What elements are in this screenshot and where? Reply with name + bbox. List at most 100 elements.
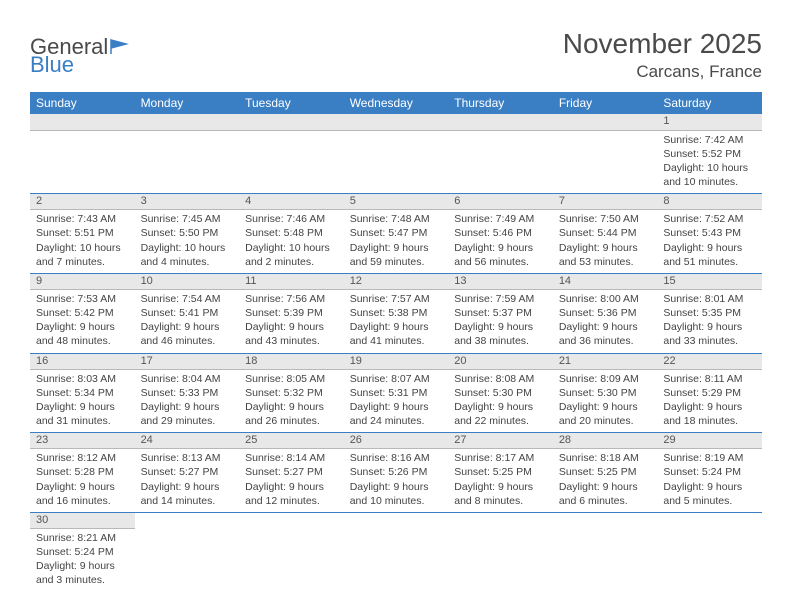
daylight-text-1: Daylight: 9 hours [559,480,652,494]
flag-icon [110,38,132,56]
day-number-cell [448,512,553,528]
day-number-cell [553,114,658,130]
day-content-cell: Sunrise: 8:17 AMSunset: 5:25 PMDaylight:… [448,449,553,513]
day-number-cell: 21 [553,353,658,369]
day-number-cell: 7 [553,194,658,210]
day-content-cell: Sunrise: 8:07 AMSunset: 5:31 PMDaylight:… [344,369,449,433]
sunset-text: Sunset: 5:29 PM [663,386,756,400]
day-number-cell [344,114,449,130]
sunrise-text: Sunrise: 8:01 AM [663,292,756,306]
sunset-text: Sunset: 5:34 PM [36,386,129,400]
day-number-cell: 17 [135,353,240,369]
day-number-cell: 10 [135,273,240,289]
day-content-cell: Sunrise: 8:00 AMSunset: 5:36 PMDaylight:… [553,289,658,353]
sunset-text: Sunset: 5:27 PM [245,465,338,479]
daylight-text-1: Daylight: 9 hours [141,480,234,494]
day-content-cell [239,130,344,194]
sunrise-text: Sunrise: 8:08 AM [454,372,547,386]
daylight-text-2: and 7 minutes. [36,255,129,269]
day-number-cell: 29 [657,433,762,449]
daylight-text-1: Daylight: 10 hours [245,241,338,255]
month-title: November 2025 [563,28,762,60]
daylight-text-1: Daylight: 9 hours [454,241,547,255]
day-number-cell: 2 [30,194,135,210]
day-content-cell: Sunrise: 8:04 AMSunset: 5:33 PMDaylight:… [135,369,240,433]
daylight-text-1: Daylight: 9 hours [559,241,652,255]
day-content-cell: Sunrise: 8:05 AMSunset: 5:32 PMDaylight:… [239,369,344,433]
daynum-row: 16171819202122 [30,353,762,369]
day-content-cell [135,130,240,194]
day-content-cell: Sunrise: 7:48 AMSunset: 5:47 PMDaylight:… [344,210,449,274]
sunset-text: Sunset: 5:30 PM [559,386,652,400]
sunset-text: Sunset: 5:48 PM [245,226,338,240]
day-number-cell [448,114,553,130]
day-content-cell: Sunrise: 8:19 AMSunset: 5:24 PMDaylight:… [657,449,762,513]
day-number-cell: 24 [135,433,240,449]
daylight-text-2: and 43 minutes. [245,334,338,348]
day-number-cell [344,512,449,528]
day-number-cell: 27 [448,433,553,449]
sunrise-text: Sunrise: 8:05 AM [245,372,338,386]
day-content-cell: Sunrise: 8:13 AMSunset: 5:27 PMDaylight:… [135,449,240,513]
daylight-text-1: Daylight: 9 hours [350,480,443,494]
day-number-cell: 1 [657,114,762,130]
daylight-text-2: and 2 minutes. [245,255,338,269]
daynum-row: 30 [30,512,762,528]
daylight-text-2: and 51 minutes. [663,255,756,269]
day-number-cell: 18 [239,353,344,369]
daylight-text-2: and 6 minutes. [559,494,652,508]
daylight-text-2: and 10 minutes. [350,494,443,508]
sunrise-text: Sunrise: 7:56 AM [245,292,338,306]
sunset-text: Sunset: 5:31 PM [350,386,443,400]
day-number-cell: 16 [30,353,135,369]
sunset-text: Sunset: 5:27 PM [141,465,234,479]
sunset-text: Sunset: 5:30 PM [454,386,547,400]
sunset-text: Sunset: 5:44 PM [559,226,652,240]
day-content-cell: Sunrise: 8:09 AMSunset: 5:30 PMDaylight:… [553,369,658,433]
day-number-cell: 4 [239,194,344,210]
weekday-header: Saturday [657,92,762,114]
daynum-row: 2345678 [30,194,762,210]
sunrise-text: Sunrise: 7:57 AM [350,292,443,306]
day-content-cell [30,130,135,194]
daylight-text-1: Daylight: 9 hours [454,320,547,334]
daylight-text-2: and 12 minutes. [245,494,338,508]
sunset-text: Sunset: 5:24 PM [663,465,756,479]
day-number-cell [239,512,344,528]
daylight-text-1: Daylight: 9 hours [663,480,756,494]
day-content-cell: Sunrise: 8:14 AMSunset: 5:27 PMDaylight:… [239,449,344,513]
day-number-cell: 8 [657,194,762,210]
day-content-cell: Sunrise: 7:49 AMSunset: 5:46 PMDaylight:… [448,210,553,274]
sunrise-text: Sunrise: 7:52 AM [663,212,756,226]
day-number-cell [135,114,240,130]
weekday-header: Sunday [30,92,135,114]
day-content-cell: Sunrise: 7:42 AMSunset: 5:52 PMDaylight:… [657,130,762,194]
day-number-cell: 12 [344,273,449,289]
day-content-cell [135,528,240,591]
sunrise-text: Sunrise: 7:45 AM [141,212,234,226]
daylight-text-1: Daylight: 9 hours [141,400,234,414]
sunset-text: Sunset: 5:25 PM [559,465,652,479]
daylight-text-2: and 38 minutes. [454,334,547,348]
day-number-cell: 6 [448,194,553,210]
daylight-text-2: and 46 minutes. [141,334,234,348]
daylight-text-2: and 20 minutes. [559,414,652,428]
sunrise-text: Sunrise: 8:11 AM [663,372,756,386]
daylight-text-1: Daylight: 9 hours [36,400,129,414]
day-number-cell: 13 [448,273,553,289]
day-content-cell: Sunrise: 7:59 AMSunset: 5:37 PMDaylight:… [448,289,553,353]
sunrise-text: Sunrise: 7:53 AM [36,292,129,306]
daylight-text-1: Daylight: 9 hours [350,320,443,334]
daylight-text-2: and 3 minutes. [36,573,129,587]
daylight-text-1: Daylight: 9 hours [350,400,443,414]
content-row: Sunrise: 8:03 AMSunset: 5:34 PMDaylight:… [30,369,762,433]
sunrise-text: Sunrise: 7:54 AM [141,292,234,306]
day-content-cell: Sunrise: 7:45 AMSunset: 5:50 PMDaylight:… [135,210,240,274]
daylight-text-1: Daylight: 9 hours [36,320,129,334]
day-content-cell: Sunrise: 8:12 AMSunset: 5:28 PMDaylight:… [30,449,135,513]
sunrise-text: Sunrise: 8:17 AM [454,451,547,465]
day-number-cell: 22 [657,353,762,369]
sunset-text: Sunset: 5:28 PM [36,465,129,479]
daynum-row: 23242526272829 [30,433,762,449]
content-row: Sunrise: 7:42 AMSunset: 5:52 PMDaylight:… [30,130,762,194]
